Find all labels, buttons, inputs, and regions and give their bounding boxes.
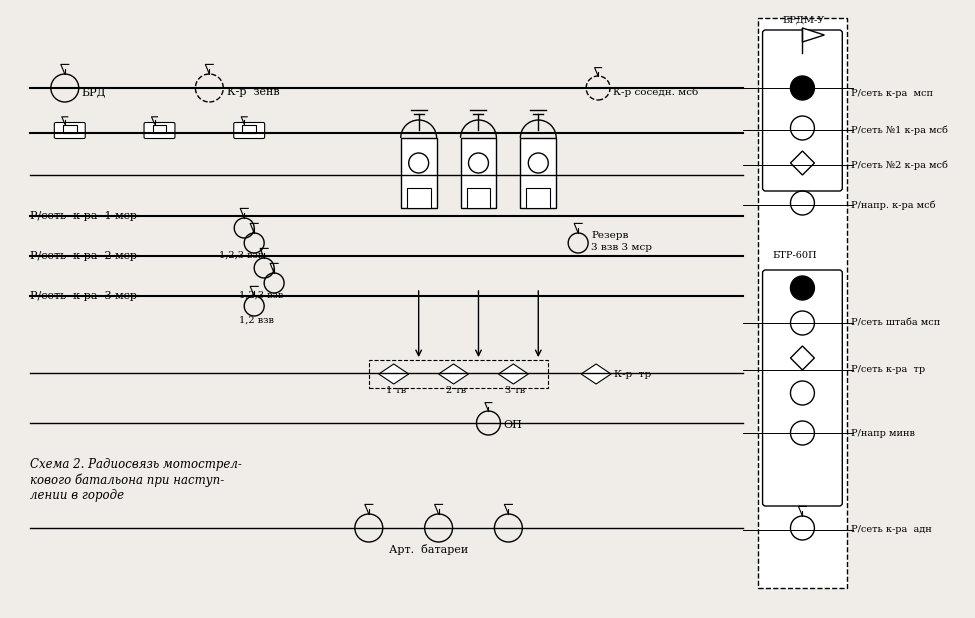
Text: Р/сеть  к-ра  1 мср: Р/сеть к-ра 1 мср — [30, 211, 137, 221]
Bar — [401, 138, 437, 208]
Bar — [758, 18, 847, 588]
Text: Р/сеть к-ра  адн: Р/сеть к-ра адн — [851, 525, 932, 535]
Text: 1,2,3 взв: 1,2,3 взв — [219, 251, 263, 260]
Bar — [466, 188, 490, 208]
Text: Р/сеть №2 к-ра мсб: Р/сеть №2 к-ра мсб — [851, 160, 948, 170]
Text: Р/сеть №1 к-ра мсб: Р/сеть №1 к-ра мсб — [851, 125, 948, 135]
Text: ОП: ОП — [503, 420, 523, 430]
Text: Р/сеть к-ра  тр: Р/сеть к-ра тр — [851, 365, 925, 375]
Text: Резерв: Резерв — [591, 231, 629, 240]
Bar — [526, 188, 550, 208]
FancyBboxPatch shape — [55, 122, 85, 138]
Text: Р/сеть штаба мсп: Р/сеть штаба мсп — [851, 318, 941, 328]
Polygon shape — [581, 364, 611, 384]
Text: 3 тв: 3 тв — [505, 386, 526, 395]
Polygon shape — [439, 364, 469, 384]
Bar — [242, 125, 256, 133]
Text: 3 взв 3 мср: 3 взв 3 мср — [591, 243, 652, 252]
Bar — [152, 125, 167, 133]
Bar — [521, 138, 556, 208]
Text: 1,2 взв: 1,2 взв — [239, 316, 274, 325]
Text: БТР-60П: БТР-60П — [772, 251, 817, 260]
Bar — [460, 138, 496, 208]
Bar — [369, 360, 548, 388]
Circle shape — [791, 276, 814, 300]
Polygon shape — [802, 28, 825, 42]
FancyBboxPatch shape — [762, 30, 842, 191]
Text: 1,2,3 взв: 1,2,3 взв — [239, 291, 284, 300]
Polygon shape — [791, 346, 814, 370]
Text: К-р соседн. мсб: К-р соседн. мсб — [613, 88, 698, 97]
Polygon shape — [498, 364, 528, 384]
Text: 2 тв: 2 тв — [446, 386, 466, 395]
Bar — [62, 125, 77, 133]
Bar — [407, 188, 431, 208]
Polygon shape — [379, 364, 409, 384]
Text: Р/сеть к-ра  мсп: Р/сеть к-ра мсп — [851, 88, 933, 98]
Text: Схема 2. Радиосвязь мотострел-
кового батальона при наступ-
лении в городе: Схема 2. Радиосвязь мотострел- кового ба… — [30, 458, 242, 502]
Text: БРДМ-У: БРДМ-У — [783, 16, 825, 25]
Text: БРД: БРД — [82, 87, 106, 97]
Text: Р/сеть  к-ра  3 мср: Р/сеть к-ра 3 мср — [30, 291, 137, 301]
Polygon shape — [791, 151, 814, 175]
Text: К-р  тр: К-р тр — [614, 370, 651, 379]
Text: Р/напр. к-ра мсб: Р/напр. к-ра мсб — [851, 200, 936, 210]
Text: К-р  зенв: К-р зенв — [227, 87, 280, 97]
Text: Р/напр минв: Р/напр минв — [851, 428, 916, 438]
Text: Р/сеть  к-ра  2 мср: Р/сеть к-ра 2 мср — [30, 251, 137, 261]
Text: 1 тв: 1 тв — [386, 386, 406, 395]
FancyBboxPatch shape — [234, 122, 264, 138]
FancyBboxPatch shape — [144, 122, 175, 138]
FancyBboxPatch shape — [762, 270, 842, 506]
Circle shape — [791, 76, 814, 100]
Text: Арт.  батареи: Арт. батареи — [389, 544, 468, 555]
